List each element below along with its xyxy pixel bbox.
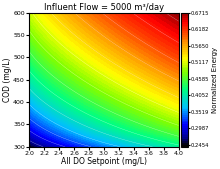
Title: Influent Flow = 5000 m³/day: Influent Flow = 5000 m³/day	[44, 3, 164, 12]
Y-axis label: Normalized Energy: Normalized Energy	[212, 46, 218, 113]
X-axis label: All DO Setpoint (mg/L): All DO Setpoint (mg/L)	[61, 157, 147, 166]
Y-axis label: COD (mg/L): COD (mg/L)	[3, 57, 12, 102]
